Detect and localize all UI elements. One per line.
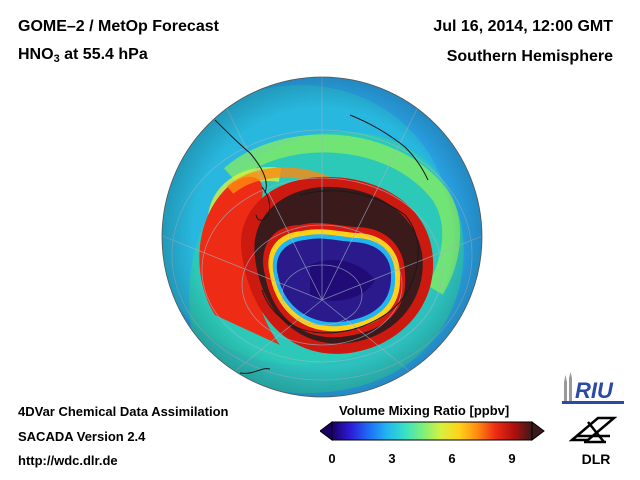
footer-version: SACADA Version 2.4 xyxy=(18,429,146,444)
species-level: HNO3 at 55.4 hPa xyxy=(18,46,148,65)
species-subscript: 3 xyxy=(53,53,60,65)
colorbar-title: Volume Mixing Ratio [ppbv] xyxy=(339,403,510,418)
dlr-icon xyxy=(568,416,618,444)
species-name: HNO xyxy=(18,46,54,63)
riu-text: RIU xyxy=(575,378,614,403)
colorbar-tick-3: 3 xyxy=(388,451,396,466)
colorbar-gradient xyxy=(331,421,533,441)
colorbar-tick-0: 0 xyxy=(328,451,336,466)
dlr-logo: DLR xyxy=(568,416,618,467)
colorbar-tick-6: 6 xyxy=(448,451,456,466)
footer-method: 4DVar Chemical Data Assimilation xyxy=(18,404,229,419)
map-title: GOME–2 / MetOp Forecast xyxy=(18,18,219,35)
dlr-text: DLR xyxy=(582,451,611,467)
cathedral-icon xyxy=(564,372,572,402)
forecast-datetime: Jul 16, 2014, 12:00 GMT xyxy=(433,18,613,35)
colorbar-max-arrow xyxy=(531,421,545,441)
colorbar-tick-9: 9 xyxy=(508,451,516,466)
colorbar-min-arrow xyxy=(320,421,333,441)
footer-url[interactable]: http://wdc.dlr.de xyxy=(18,453,118,468)
colorbar xyxy=(320,421,545,441)
globe-map xyxy=(161,76,483,398)
pressure-level: at 55.4 hPa xyxy=(59,46,148,63)
riu-logo: RIU xyxy=(562,372,624,404)
hemisphere-label: Southern Hemisphere xyxy=(446,48,613,65)
